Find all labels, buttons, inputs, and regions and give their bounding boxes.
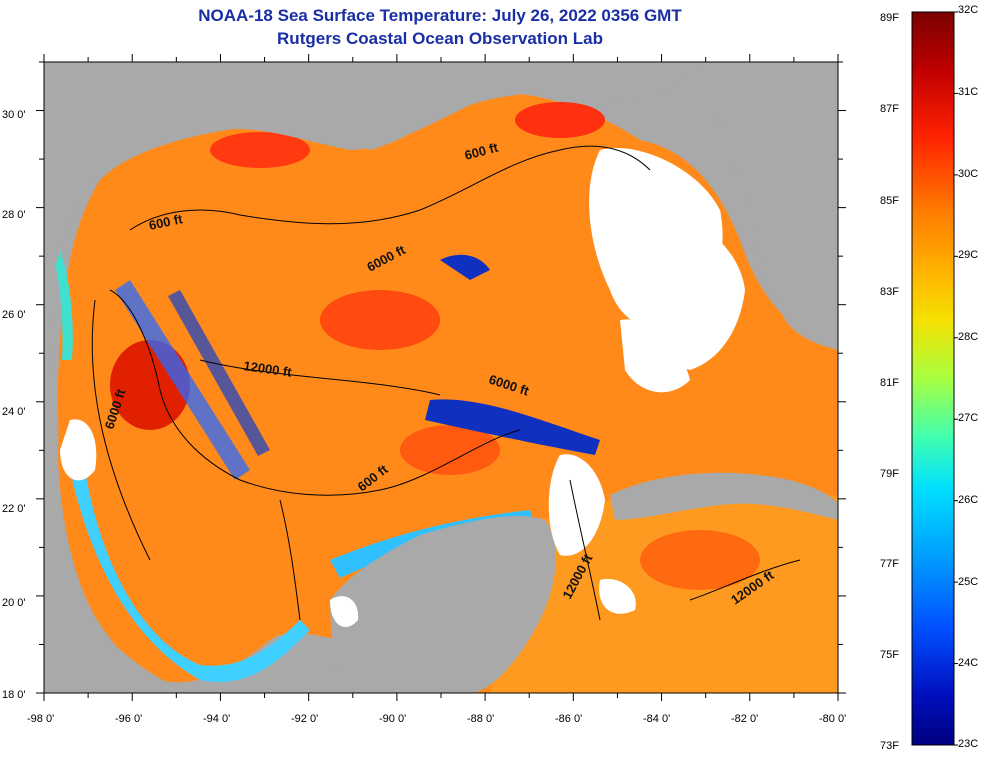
yucatan-land [330, 515, 556, 693]
lon-tick-label: -86 0' [555, 713, 582, 725]
contour-line [109, 289, 521, 496]
lon-tick-label: -84 0' [643, 713, 670, 725]
colorbar-f-label: 87F [880, 103, 899, 115]
colorbar-c-label: 27C [958, 412, 979, 424]
colorbar-f-label: 81F [880, 377, 899, 389]
contour-line [279, 499, 301, 621]
colorbar-c-label: 31C [958, 86, 979, 98]
lon-tick-label: -88 0' [467, 713, 494, 725]
us-coast-land [44, 62, 700, 300]
cool-streak [115, 280, 250, 480]
lat-tick-label: 30 0' [2, 109, 26, 121]
lon-tick-label: -98 0' [27, 713, 54, 725]
hot-patch [210, 132, 310, 168]
colorbar-c-label: 29C [958, 249, 979, 261]
cool-streak [425, 399, 600, 455]
cloud-area [620, 319, 690, 393]
longitude-axis: -98 0' -96 0' -94 0' -92 0' -90 0' -88 0… [27, 713, 846, 725]
cloud-area [330, 596, 359, 628]
colorbar-c-label: 32C [958, 4, 979, 16]
cool-streak [168, 290, 270, 456]
lat-tick-label: 22 0' [2, 503, 26, 515]
mexico-land [44, 300, 200, 693]
lon-tick-label: -94 0' [203, 713, 230, 725]
hot-patch [320, 290, 440, 350]
cool-streak [440, 254, 490, 280]
colorbar-c-label: 23C [958, 738, 979, 750]
colorbar-c-label: 24C [958, 657, 979, 669]
cloud-area [599, 579, 636, 614]
colorbar-c-label: 28C [958, 331, 979, 343]
cloud-area [640, 218, 745, 370]
colorbar-f-label: 73F [880, 740, 899, 752]
colorbar [911, 11, 955, 746]
contour-label: 600 ft [148, 211, 185, 233]
lat-tick-label: 28 0' [2, 209, 26, 221]
contour-label: 12000 ft [243, 358, 294, 380]
colorbar-f-label: 83F [880, 286, 899, 298]
map-title: NOAA-18 Sea Surface Temperature: July 26… [198, 6, 682, 25]
map-subtitle: Rutgers Coastal Ocean Observation Lab [277, 29, 603, 48]
lon-tick-label: -80 0' [819, 713, 846, 725]
contour-line [91, 299, 151, 561]
colorbar-f-label: 79F [880, 468, 899, 480]
lat-tick-label: 24 0' [2, 406, 26, 418]
hot-patch [400, 425, 500, 475]
lat-tick-label: 26 0' [2, 309, 26, 321]
colorbar-c-label: 30C [958, 168, 979, 180]
colorbar-f-label: 77F [880, 558, 899, 570]
lat-tick-label: 20 0' [2, 597, 26, 609]
latitude-axis: 30 0' 28 0' 26 0' 24 0' 22 0' 20 0' 18 0… [2, 109, 26, 701]
cloud-area [60, 419, 97, 481]
hot-patch [515, 102, 605, 138]
colorbar-f-label: 75F [880, 649, 899, 661]
contour-line [129, 145, 651, 231]
contour-line [569, 479, 601, 621]
lon-tick-label: -90 0' [379, 713, 406, 725]
lon-tick-label: -92 0' [291, 713, 318, 725]
contour-line [689, 559, 801, 601]
contour-line [199, 359, 441, 396]
lon-tick-label: -82 0' [731, 713, 758, 725]
lat-tick-label: 18 0' [2, 689, 26, 701]
lon-tick-label: -96 0' [115, 713, 142, 725]
florida-land [700, 62, 838, 350]
colorbar-c-label: 25C [958, 576, 979, 588]
coastal-cool-band [52, 250, 73, 360]
cuba-land [610, 472, 838, 520]
axis-ticks [36, 54, 846, 701]
colorbar-c-label: 26C [958, 494, 979, 506]
cloud-area [548, 454, 605, 556]
hot-patch [640, 530, 760, 590]
colorbar-f-label: 85F [880, 195, 899, 207]
colorbar-f-label: 89F [880, 12, 899, 24]
colorbar-ticks [954, 11, 958, 746]
